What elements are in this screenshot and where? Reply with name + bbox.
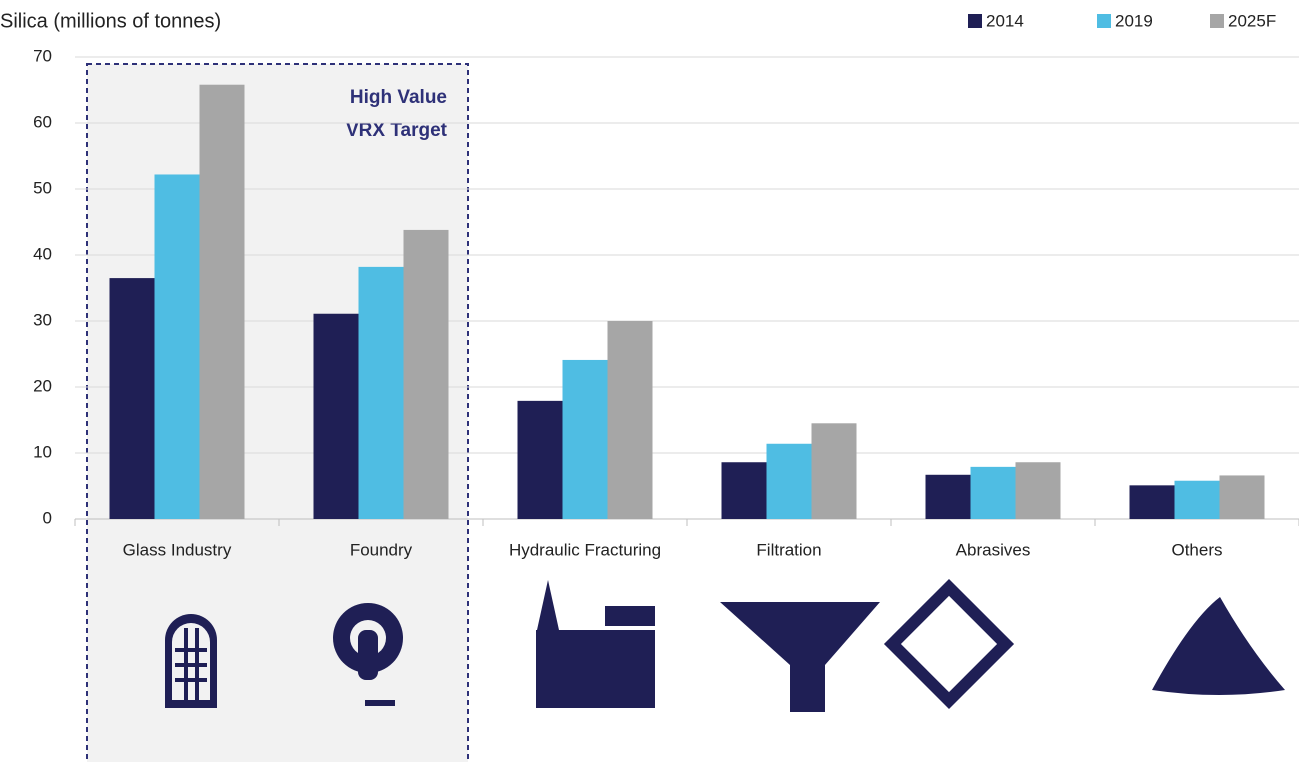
legend-label: 2014 bbox=[986, 11, 1024, 30]
legend-swatch bbox=[1210, 14, 1224, 28]
bar bbox=[1219, 475, 1265, 519]
bar bbox=[607, 321, 653, 519]
icon-foundry-drop bbox=[365, 700, 395, 706]
icons bbox=[165, 578, 1285, 712]
legend-swatch bbox=[1097, 14, 1111, 28]
icon-window-bars bbox=[175, 628, 207, 700]
bar bbox=[358, 266, 404, 519]
x-tick-label: Glass Industry bbox=[123, 540, 232, 559]
bar bbox=[766, 443, 812, 519]
bar bbox=[811, 423, 857, 519]
bar bbox=[154, 174, 200, 520]
legend-label: 2019 bbox=[1115, 11, 1153, 30]
y-tick-label: 0 bbox=[43, 508, 52, 527]
icon-rig bbox=[537, 580, 559, 630]
x-tick-label: Abrasives bbox=[956, 540, 1031, 559]
y-tick-label: 50 bbox=[33, 178, 52, 197]
bar bbox=[1129, 485, 1175, 519]
bar bbox=[517, 400, 563, 519]
icon-abrasive-inner bbox=[900, 595, 998, 693]
annotation: High Value bbox=[350, 87, 447, 108]
bar bbox=[562, 359, 608, 519]
icon-truck bbox=[605, 606, 655, 626]
x-tick-label: Others bbox=[1171, 540, 1222, 559]
legend-swatch bbox=[968, 14, 982, 28]
y-tick-label: 60 bbox=[33, 112, 52, 131]
icon-filter bbox=[720, 602, 880, 712]
y-tick-label: 20 bbox=[33, 376, 52, 395]
bar bbox=[403, 229, 449, 520]
bar bbox=[199, 84, 245, 519]
y-tick-label: 40 bbox=[33, 244, 52, 263]
y-tick-label: 10 bbox=[33, 442, 52, 461]
legend-label: 2025F bbox=[1228, 11, 1276, 30]
bar bbox=[109, 278, 155, 519]
x-tick-label: Filtration bbox=[756, 540, 821, 559]
bar bbox=[925, 474, 971, 519]
annotation: VRX Target bbox=[346, 120, 448, 141]
x-tick-label: Hydraulic Fracturing bbox=[509, 540, 661, 559]
y-tick-label: 70 bbox=[33, 46, 52, 65]
bar bbox=[970, 466, 1016, 519]
x-tick-label: Foundry bbox=[350, 540, 413, 559]
bar bbox=[1015, 462, 1061, 519]
icon-sand bbox=[1152, 597, 1285, 695]
y-tick-label: 30 bbox=[33, 310, 52, 329]
bar bbox=[313, 313, 359, 519]
icon-foundry-ladle bbox=[358, 630, 378, 680]
bar bbox=[1174, 480, 1220, 519]
icon-window-inner bbox=[172, 623, 210, 700]
y-axis-title: Silica (millions of tonnes) bbox=[0, 10, 221, 32]
bar bbox=[721, 462, 767, 519]
icon-ground bbox=[536, 630, 655, 708]
